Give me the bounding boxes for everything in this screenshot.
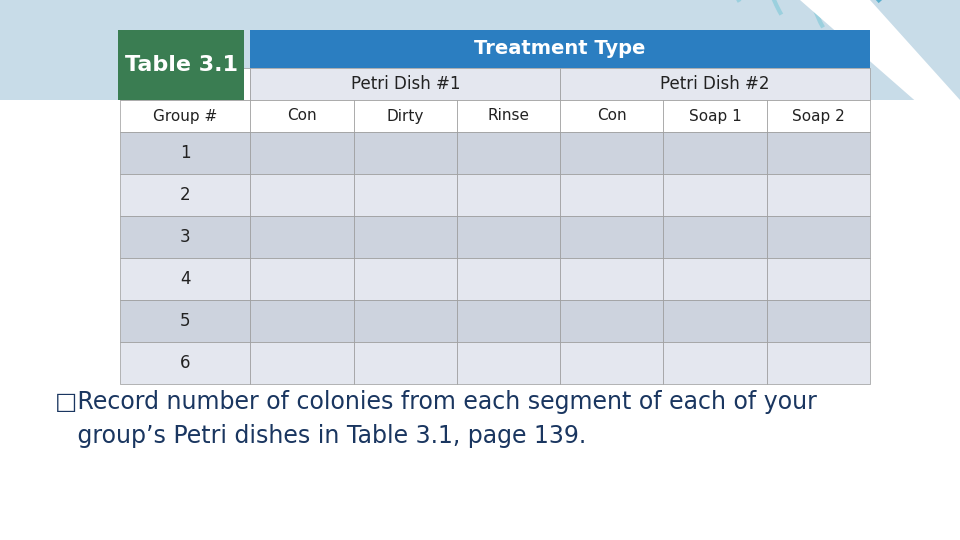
Bar [120, 300, 251, 342]
Bar [457, 216, 561, 258]
Text: Petri Dish #1: Petri Dish #1 [350, 75, 460, 93]
Bar [561, 258, 663, 300]
Bar [663, 132, 767, 174]
Bar [767, 100, 870, 132]
Bar [120, 342, 251, 384]
Bar [0, 0, 960, 100]
Bar [561, 100, 663, 132]
Text: 3: 3 [180, 228, 190, 246]
Text: 6: 6 [180, 354, 190, 372]
Bar [561, 68, 870, 100]
Bar [561, 216, 663, 258]
Bar [251, 216, 353, 258]
Bar [767, 216, 870, 258]
Text: □Record number of colonies from each segment of each of your
   group’s Petri di: □Record number of colonies from each seg… [55, 390, 817, 448]
Bar [767, 300, 870, 342]
Bar [120, 216, 251, 258]
Bar [663, 216, 767, 258]
Bar [353, 100, 457, 132]
Bar [120, 174, 251, 216]
Bar [561, 300, 663, 342]
Bar [457, 300, 561, 342]
Bar [767, 258, 870, 300]
Bar [663, 174, 767, 216]
Bar [561, 132, 663, 174]
Text: 1: 1 [180, 144, 190, 162]
Text: Table 3.1: Table 3.1 [125, 55, 238, 75]
Text: Soap 1: Soap 1 [688, 109, 741, 124]
Bar [663, 258, 767, 300]
Text: Rinse: Rinse [488, 109, 530, 124]
Text: 2: 2 [180, 186, 190, 204]
Bar [353, 132, 457, 174]
Bar [251, 342, 353, 384]
Bar [663, 100, 767, 132]
Bar [561, 174, 663, 216]
Text: Soap 2: Soap 2 [792, 109, 845, 124]
Bar [457, 100, 561, 132]
Bar [120, 258, 251, 300]
Bar [0, 100, 960, 540]
Bar [251, 68, 561, 100]
Text: Con: Con [287, 109, 317, 124]
Bar [120, 68, 251, 100]
Text: Treatment Type: Treatment Type [474, 39, 646, 58]
Text: Group #: Group # [153, 109, 217, 124]
Bar [353, 258, 457, 300]
Bar [251, 30, 870, 68]
Bar [118, 30, 245, 100]
Bar [251, 132, 353, 174]
Bar [561, 342, 663, 384]
Text: 5: 5 [180, 312, 190, 330]
Bar [353, 300, 457, 342]
Bar [353, 174, 457, 216]
Bar [251, 300, 353, 342]
Bar [457, 174, 561, 216]
Bar [457, 342, 561, 384]
Text: Dirty: Dirty [387, 109, 424, 124]
Polygon shape [800, 0, 960, 140]
Bar [120, 100, 251, 132]
Text: 4: 4 [180, 270, 190, 288]
Bar [767, 174, 870, 216]
Bar [457, 132, 561, 174]
Bar [767, 342, 870, 384]
Bar [251, 100, 353, 132]
Bar [663, 300, 767, 342]
Bar [767, 132, 870, 174]
Bar [663, 342, 767, 384]
Bar [251, 174, 353, 216]
Text: Petri Dish #2: Petri Dish #2 [660, 75, 770, 93]
Text: Con: Con [597, 109, 627, 124]
Bar [457, 258, 561, 300]
Bar [353, 342, 457, 384]
Bar [251, 258, 353, 300]
Bar [353, 216, 457, 258]
Bar [120, 132, 251, 174]
